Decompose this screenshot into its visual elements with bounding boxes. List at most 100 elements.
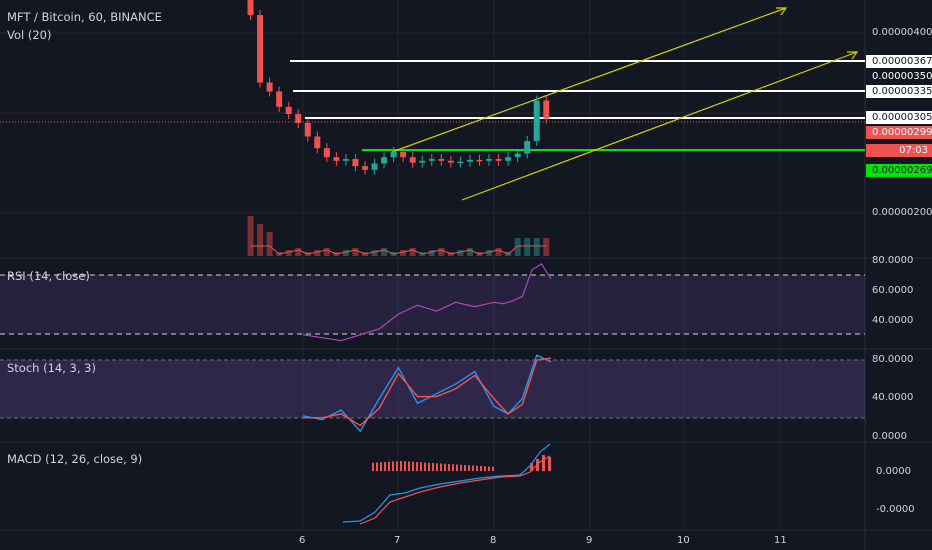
channel-upper-arrow — [776, 7, 788, 16]
candle-body — [457, 161, 464, 164]
last-price-badge: 0.00000299 — [866, 126, 932, 139]
macd-bar — [408, 461, 410, 471]
rsi-title[interactable]: RSI (14, close) — [7, 269, 90, 283]
candle-body — [285, 106, 292, 114]
macd-bar — [384, 462, 386, 471]
volume-bar — [457, 250, 464, 256]
macd-line — [342, 443, 551, 523]
stoch-tick-0: 0.0000 — [872, 431, 907, 442]
volume-ma-line — [250, 245, 547, 255]
price-tick-200: 0.00000200 — [872, 207, 932, 218]
candle-body — [314, 136, 321, 149]
macd-bar — [380, 462, 382, 471]
time-label-7: 7 — [394, 535, 401, 546]
price-axis[interactable]: 0.00000400 0.00000367 0.00000350 0.00000… — [866, 0, 932, 258]
volume-bar — [371, 250, 378, 256]
time-label-9: 9 — [586, 535, 593, 546]
candle-body — [486, 159, 493, 161]
candle-body — [342, 159, 349, 161]
time-label-10: 10 — [677, 535, 690, 546]
macd-bar — [448, 464, 450, 471]
macd-bar — [456, 464, 458, 471]
macd-axis[interactable]: 0.0000 -0.0000 — [866, 442, 932, 530]
candlesticks — [247, 0, 550, 175]
volume-bar — [266, 232, 273, 256]
volume-bar — [533, 238, 540, 256]
volume-bar — [543, 238, 550, 256]
volume-bar — [323, 248, 330, 256]
macd-bar — [412, 461, 414, 471]
macd-bar — [404, 461, 406, 471]
candle-body — [466, 159, 473, 162]
macd-title[interactable]: MACD (12, 26, close, 9) — [7, 452, 143, 466]
rsi-tick-40: 40.0000 — [872, 315, 914, 326]
macd-bar — [436, 463, 438, 471]
channel-upper-line — [391, 7, 787, 153]
macd-bar — [548, 457, 551, 471]
channel-lower-arrow — [847, 51, 859, 60]
macd-bar — [440, 463, 442, 471]
candle-body — [323, 148, 330, 158]
candle-body — [247, 0, 254, 15]
volume-bar — [495, 248, 502, 256]
volume-bar — [524, 238, 531, 256]
candle-body — [257, 15, 264, 83]
candle-body — [514, 153, 521, 158]
candle-body — [409, 157, 416, 163]
candle-body — [428, 159, 435, 161]
macd-bar — [542, 455, 545, 471]
volume-bar — [352, 248, 359, 256]
countdown-badge: 07:03 — [866, 144, 932, 157]
macd-tick-0: 0.0000 — [876, 466, 911, 477]
candle-body — [352, 159, 359, 167]
macd-bar — [388, 461, 390, 471]
stoch-tick-40: 40.0000 — [872, 392, 914, 403]
volume-bar — [342, 250, 349, 256]
support-price-badge: 0.00000269 — [866, 164, 932, 177]
macd-bar — [484, 466, 486, 471]
volume-bar — [466, 248, 473, 256]
rsi-axis[interactable]: 80.0000 60.0000 40.0000 — [866, 255, 932, 349]
volume-bar — [314, 250, 321, 256]
candle-body — [495, 159, 502, 161]
price-grid — [0, 0, 865, 530]
symbol-title[interactable]: MFT / Bitcoin, 60, BINANCE — [7, 10, 162, 24]
macd-bar — [480, 466, 482, 471]
stoch-band — [0, 360, 865, 418]
macd-bar — [530, 463, 533, 471]
macd-bar — [452, 464, 454, 471]
volume-bars — [247, 216, 550, 256]
volume-bar — [486, 250, 493, 256]
price-tick-400: 0.00000400 — [872, 27, 932, 38]
candle-body — [524, 141, 531, 154]
volume-label[interactable]: Vol (20) — [7, 28, 52, 42]
time-label-6: 6 — [299, 535, 306, 546]
candle-body — [543, 100, 550, 119]
macd-bar — [472, 465, 474, 471]
rsi-line — [302, 263, 552, 342]
candle-body — [476, 159, 483, 162]
candle-body — [438, 159, 445, 161]
time-axis[interactable]: 6 7 8 9 10 11 — [0, 531, 865, 550]
macd-bar — [464, 465, 466, 471]
candle-body — [533, 100, 540, 141]
macd-bar — [424, 462, 426, 471]
candle-body — [505, 157, 512, 161]
macd-bar — [376, 462, 378, 471]
trend-channel[interactable] — [391, 7, 859, 201]
macd-bar — [420, 462, 422, 471]
macd-histogram — [372, 455, 551, 471]
macd-bar — [476, 465, 478, 471]
rsi-band — [0, 275, 865, 334]
macd-bar — [392, 461, 394, 471]
stoch-title[interactable]: Stoch (14, 3, 3) — [7, 361, 96, 375]
macd-bar — [432, 463, 434, 471]
macd-bar — [460, 464, 462, 471]
candle-body — [266, 82, 273, 92]
rsi-tick-80: 80.0000 — [872, 255, 914, 266]
time-label-11: 11 — [774, 535, 787, 546]
stoch-tick-80: 80.0000 — [872, 354, 914, 365]
stoch-axis[interactable]: 80.0000 40.0000 0.0000 — [866, 349, 932, 442]
volume-bar — [409, 248, 416, 256]
